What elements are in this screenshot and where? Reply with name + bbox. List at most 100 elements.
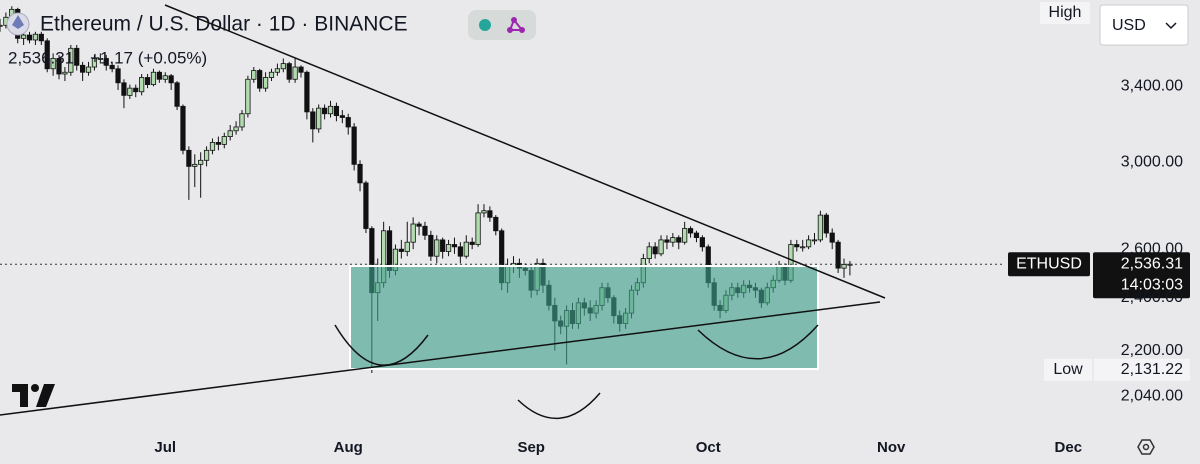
price-tag xyxy=(1093,252,1190,299)
low-tag xyxy=(1094,358,1190,381)
candle-body xyxy=(233,126,239,132)
candle-body xyxy=(50,58,56,70)
candle-body xyxy=(805,239,812,248)
header-price: 2,536.31 xyxy=(8,48,74,67)
candle-body xyxy=(156,71,162,80)
candle-body xyxy=(664,239,670,243)
candle-body xyxy=(227,130,233,137)
candle-body xyxy=(38,33,44,42)
candle-body xyxy=(457,246,463,257)
candle-body xyxy=(174,82,180,107)
y-tick-label: 3,400.00 xyxy=(1121,78,1183,95)
candle-body xyxy=(62,71,68,75)
candle-body xyxy=(339,115,345,118)
candle-body xyxy=(800,246,806,249)
candle-body xyxy=(835,241,841,269)
candle-body xyxy=(0,24,3,27)
candle-body xyxy=(198,159,204,165)
x-tick-label: Sep xyxy=(517,439,545,456)
countdown-label: 14:03:03 xyxy=(1121,276,1183,293)
candle-body xyxy=(180,105,186,151)
low-label: Low xyxy=(1053,361,1083,378)
low-box xyxy=(1044,358,1092,381)
candle-body xyxy=(121,82,127,96)
chart-title: Ethereum / U.S. Dollar · 1D · BINANCE xyxy=(40,13,408,36)
symbol-tag-label: ETHUSD xyxy=(1016,255,1082,272)
candle-body xyxy=(794,244,800,248)
candle-body xyxy=(127,87,133,96)
range-box xyxy=(349,265,819,370)
candle-body xyxy=(215,142,221,145)
candle-body xyxy=(434,239,440,257)
candle-body xyxy=(670,237,676,243)
candle-body xyxy=(257,70,263,89)
candle-body xyxy=(262,77,269,89)
candle-body xyxy=(487,210,493,218)
candle-body xyxy=(422,225,428,236)
candle-body xyxy=(162,75,168,80)
candle-body xyxy=(168,75,174,84)
candle-body xyxy=(333,105,340,117)
currency-select[interactable] xyxy=(1099,4,1189,46)
candle-body xyxy=(652,246,658,255)
candle-body xyxy=(144,77,151,85)
candle-body xyxy=(841,264,847,269)
candle-body xyxy=(44,40,50,70)
candle-body xyxy=(280,63,286,70)
high-label: High xyxy=(1049,4,1082,21)
candle-body xyxy=(811,239,818,242)
candle-body xyxy=(239,113,245,128)
currency-label: USD xyxy=(1112,17,1146,34)
y-tick-label: 2,400.00 xyxy=(1121,289,1183,306)
candle-body xyxy=(463,241,469,257)
candle-body xyxy=(416,223,422,227)
candle-body xyxy=(32,33,39,41)
candle-body xyxy=(823,214,829,234)
eth-logo xyxy=(12,15,24,29)
symbol-tag xyxy=(1008,252,1090,277)
candle-body xyxy=(676,237,682,243)
candle-body xyxy=(682,228,688,243)
candle-body xyxy=(829,232,835,243)
candle-body xyxy=(251,70,257,80)
candle-body xyxy=(298,66,304,73)
share-icon[interactable] xyxy=(507,17,525,33)
candle-body xyxy=(292,66,298,80)
candle-body xyxy=(363,182,369,229)
candle-body xyxy=(245,78,251,115)
status-dot[interactable] xyxy=(479,19,491,31)
candle-body xyxy=(440,239,446,252)
x-tick-label: Jul xyxy=(154,439,176,456)
candle-body xyxy=(274,68,281,73)
candle-body xyxy=(115,68,121,84)
candle-body xyxy=(693,232,700,239)
candle-body xyxy=(209,142,216,151)
settings-icon[interactable] xyxy=(1137,439,1155,455)
trend-line xyxy=(164,4,886,299)
price-tag-label: 2,536.31 xyxy=(1121,255,1183,272)
candle-body xyxy=(103,58,109,66)
candle-body xyxy=(91,58,98,68)
candle-body xyxy=(475,212,481,245)
candle-body xyxy=(139,77,145,93)
y-tick-label: 2,200.00 xyxy=(1121,342,1183,359)
y-tick-label: 2,040.00 xyxy=(1121,388,1183,405)
arc xyxy=(517,392,601,420)
candle-body xyxy=(847,263,853,266)
candle-body xyxy=(469,241,475,245)
x-tick-label: Oct xyxy=(696,439,721,456)
candle-body xyxy=(398,248,404,252)
candle-body xyxy=(97,58,103,60)
candle-body xyxy=(410,223,416,243)
candle-body xyxy=(310,111,316,130)
candle-body xyxy=(109,64,115,70)
header-change: +1.17 (+0.05%) xyxy=(90,48,207,67)
candle-body xyxy=(357,163,363,184)
candle-body xyxy=(351,126,357,165)
candle-body xyxy=(451,244,458,248)
chevron xyxy=(1165,22,1177,30)
candle-body xyxy=(481,210,487,214)
candle-body xyxy=(21,34,27,39)
